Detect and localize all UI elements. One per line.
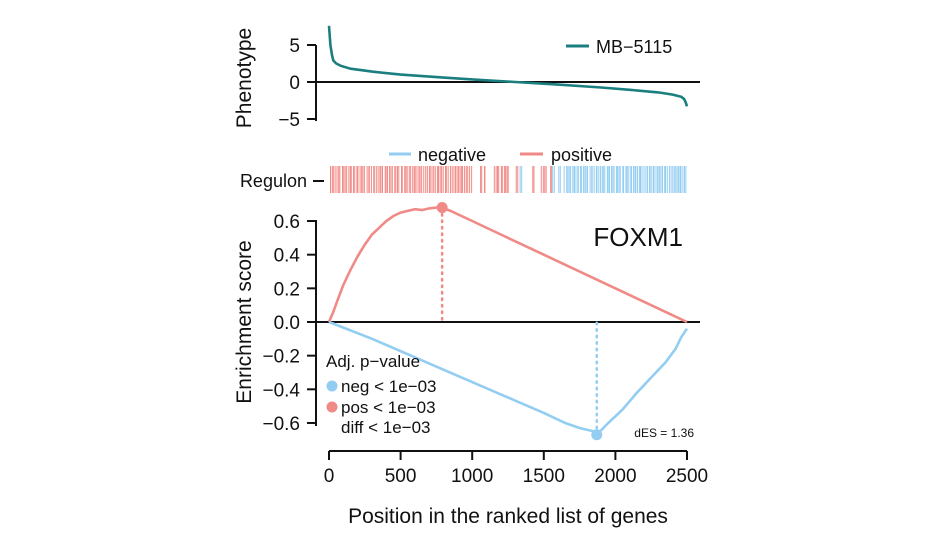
stats-pos-dot — [326, 401, 338, 413]
regulon-legend: negative positive — [389, 145, 612, 165]
peak-guides — [440, 206, 599, 437]
regulon-legend-positive-label: positive — [551, 145, 612, 165]
enrichment-x-label: Position in the ranked list of genes — [348, 505, 668, 528]
stats-legend: Adj. p−value neg < 1e−03 pos < 1e−03 dif… — [326, 352, 436, 437]
regulon-legend-negative-label: negative — [418, 145, 486, 165]
phenotype-legend: MB−5115 — [566, 37, 672, 57]
regulon-panel: negative positive Regulon — [240, 145, 687, 193]
enrichment-y-tick-label: −0.6 — [262, 414, 300, 435]
phenotype-y-tick-label: 0 — [289, 73, 300, 94]
phenotype-panel: 5 0 −5 Phenotype MB−5115 — [233, 25, 700, 131]
stats-neg-dot — [326, 380, 338, 392]
enrichment-x-ticks: 0 500 1000 1500 2000 2500 — [324, 451, 708, 487]
phenotype-y-tick-label: −5 — [278, 110, 300, 131]
enrichment-title: FOXM1 — [593, 222, 683, 252]
positive-enrichment-line — [327, 206, 688, 324]
enrichment-y-label: Enrichment score — [233, 240, 256, 403]
enrichment-x-tick-label: 1000 — [451, 466, 493, 487]
enrichment-x-tick-label: 2500 — [666, 466, 708, 487]
phenotype-series-line — [327, 25, 689, 107]
phenotype-y-tick-label: 5 — [289, 36, 300, 57]
stats-legend-title: Adj. p−value — [326, 352, 420, 371]
peak-points — [436, 202, 603, 441]
enrichment-y-tick-label: −0.2 — [262, 347, 300, 368]
enrichment-x-tick-label: 1500 — [523, 466, 565, 487]
phenotype-y-label: Phenotype — [233, 28, 256, 128]
stats-diff-text: diff < 1e−03 — [341, 418, 431, 437]
regulon-gene-ticks — [330, 166, 687, 193]
phenotype-legend-label: MB−5115 — [596, 37, 672, 57]
enrichment-panel: 0.6 0.4 0.2 0.0 −0.2 −0.4 −0.6 0 500 1000 1500 200… — [233, 202, 708, 528]
negative-peak-point — [591, 429, 603, 441]
enrichment-y-tick-label: −0.4 — [262, 380, 300, 401]
enrichment-y-tick-label: 0.4 — [274, 246, 301, 267]
positive-peak-point — [436, 202, 448, 214]
enrichment-x-tick-label: 500 — [385, 466, 417, 487]
enrichment-x-tick-label: 0 — [324, 466, 335, 487]
phenotype-y-ticks: 5 0 −5 — [278, 36, 316, 131]
enrichment-y-tick-label: 0.0 — [274, 313, 300, 334]
enrichment-y-ticks: 0.6 0.4 0.2 0.0 −0.2 −0.4 −0.6 — [262, 212, 316, 435]
enrichment-y-tick-label: 0.6 — [274, 212, 300, 233]
enrichment-x-tick-label: 2000 — [594, 466, 636, 487]
regulon-label: Regulon — [240, 171, 307, 191]
stats-neg-text: neg < 1e−03 — [341, 377, 436, 396]
stats-pos-text: pos < 1e−03 — [341, 398, 436, 417]
enrichment-y-tick-label: 0.2 — [274, 279, 300, 300]
des-annotation: dES = 1.36 — [634, 426, 694, 440]
